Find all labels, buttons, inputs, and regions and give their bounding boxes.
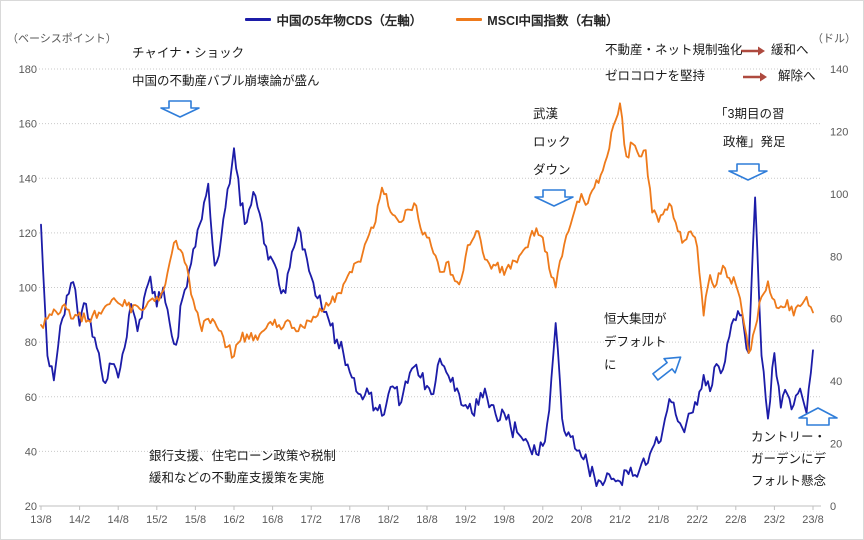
annotation-arrow-down-icon [534, 189, 574, 207]
x-axis-tick-label: 21/8 [648, 514, 669, 526]
legend: 中国の5年物CDS（左軸） MSCI中国指数（右軸） [1, 10, 863, 29]
right-axis-tick-label: 140 [830, 64, 848, 76]
cds-line-swatch-icon [245, 18, 272, 21]
x-axis-tick-label: 20/2 [532, 514, 553, 526]
right-axis-tick-label: 100 [830, 189, 848, 201]
msci-series-line [40, 102, 814, 359]
x-axis-tick-label: 15/2 [146, 514, 167, 526]
x-axis-tick-label: 13/8 [30, 514, 51, 526]
x-axis-tick-label: 16/8 [262, 514, 283, 526]
right-axis-tick-label: 40 [830, 376, 842, 388]
right-axis-tick-label: 0 [830, 501, 836, 513]
x-axis-tick-label: 16/2 [223, 514, 244, 526]
msci-line-swatch-icon [456, 18, 483, 21]
x-axis-tick-label: 17/2 [300, 514, 321, 526]
x-axis-tick-label: 15/8 [185, 514, 206, 526]
legend-label-msci: MSCI中国指数（右軸） [487, 14, 619, 28]
left-axis-tick-label: 100 [19, 283, 37, 295]
x-axis-tick-label: 22/8 [725, 514, 746, 526]
right-axis-tick-label: 80 [830, 251, 842, 263]
x-axis-tick-label: 22/2 [686, 514, 707, 526]
annotation-arrow-right-icon [743, 72, 767, 82]
x-axis-tick-label: 19/2 [455, 514, 476, 526]
x-axis-tick-label: 14/8 [107, 514, 128, 526]
annotation-arrow-down-icon [728, 163, 768, 181]
x-axis-tick-label: 23/8 [802, 514, 823, 526]
right-axis-tick-label: 20 [830, 439, 842, 451]
left-axis-tick-label: 80 [25, 337, 37, 349]
annotation-arrow-ne-icon [652, 356, 682, 381]
left-axis-tick-label: 40 [25, 446, 37, 458]
x-axis-tick-label: 18/8 [416, 514, 437, 526]
left-axis-tick-label: 180 [19, 64, 37, 76]
x-axis-tick-label: 23/2 [764, 514, 785, 526]
annotation-arrow-down-icon [160, 100, 200, 118]
x-axis-tick-label: 18/2 [378, 514, 399, 526]
legend-label-cds: 中国の5年物CDS（左軸） [276, 14, 423, 28]
x-axis-tick-label: 14/2 [69, 514, 90, 526]
annotation-arrow-right-icon [741, 46, 765, 56]
left-axis-unit-label: （ベーシスポイント） [7, 33, 117, 45]
left-axis-tick-label: 160 [19, 119, 37, 131]
legend-item-msci: MSCI中国指数（右軸） [456, 10, 619, 29]
left-axis-tick-label: 140 [19, 173, 37, 185]
x-axis-tick-label: 20/8 [571, 514, 592, 526]
right-axis-unit-label: （ドル） [812, 33, 856, 45]
left-axis-tick-label: 20 [25, 501, 37, 513]
left-axis-tick-label: 60 [25, 392, 37, 404]
x-axis-tick-label: 21/2 [609, 514, 630, 526]
right-axis-tick-label: 120 [830, 126, 848, 138]
x-axis-tick-label: 19/8 [493, 514, 514, 526]
right-axis-tick-label: 60 [830, 314, 842, 326]
cds-series-line [40, 147, 814, 488]
legend-item-cds: 中国の5年物CDS（左軸） [245, 10, 422, 29]
x-axis-tick-label: 17/8 [339, 514, 360, 526]
annotation-arrow-up-icon [798, 407, 838, 426]
left-axis-tick-label: 120 [19, 228, 37, 240]
